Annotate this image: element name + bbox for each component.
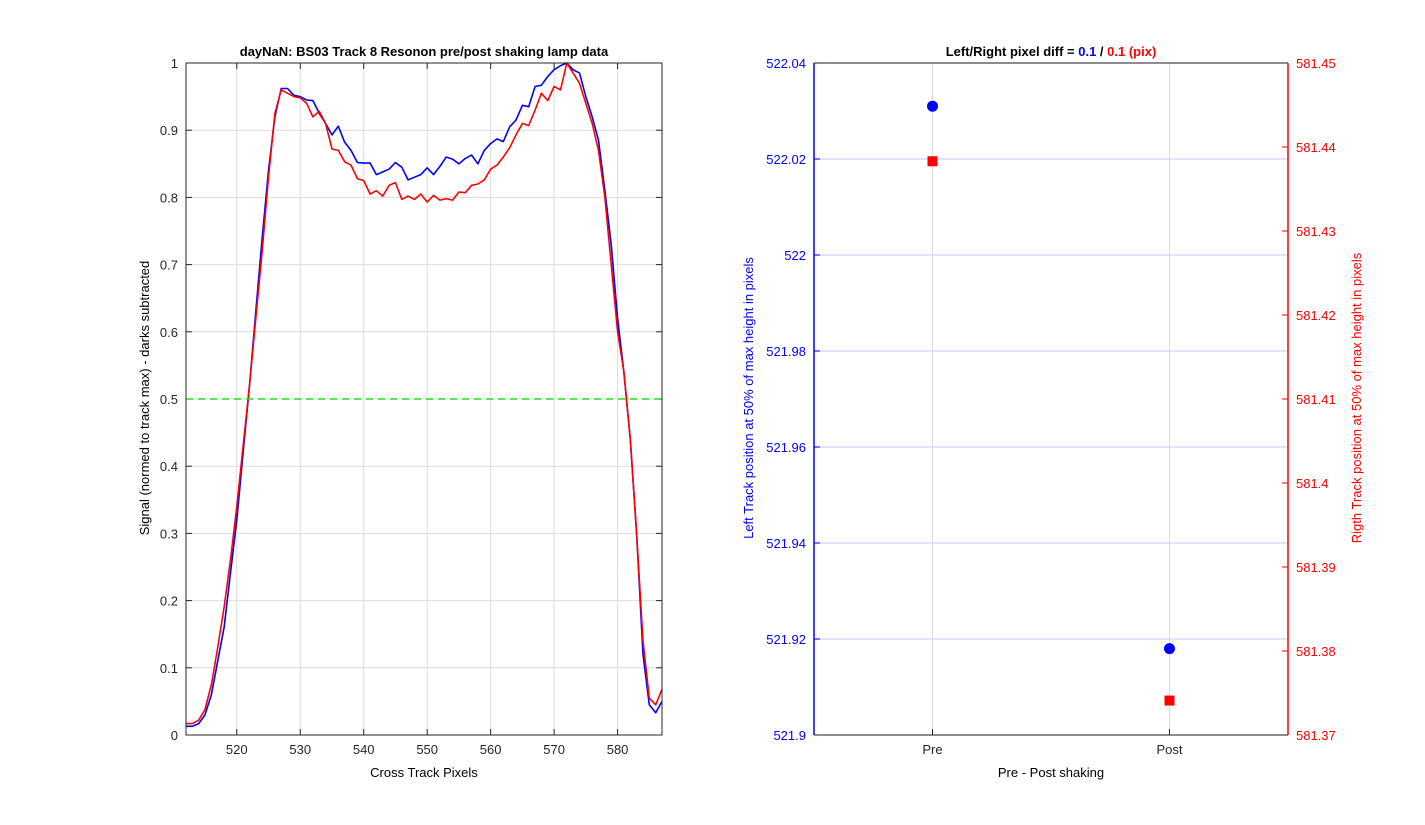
title-separator: /: [1096, 44, 1107, 59]
profile-chart: dayNaN: BS03 Track 8 Resonon pre/post sh…: [137, 44, 663, 780]
series-line-pre: [186, 62, 663, 728]
series-line-post: [186, 62, 663, 725]
y-left-tick-label: 522: [784, 248, 806, 263]
y-right-tick-label: 581.45: [1296, 56, 1336, 71]
y-tick-label: 0.2: [160, 594, 178, 609]
title-unit: (pix): [1125, 44, 1156, 59]
y-tick-label: 0.3: [160, 526, 178, 541]
right-point: [1164, 695, 1175, 706]
position-chart-ylabel-right: Rigth Track position at 50% of max heigh…: [1349, 252, 1364, 543]
profile-chart-grid: [186, 62, 662, 736]
y-left-tick-label: 521.94: [766, 536, 806, 551]
y-left-tick-label: 522.02: [766, 152, 806, 167]
title-right-diff: 0.1: [1107, 44, 1125, 59]
y-left-tick-label: 521.92: [766, 632, 806, 647]
y-left-tick-label: 521.9: [773, 728, 806, 743]
y-right-tick-label: 581.39: [1296, 560, 1336, 575]
y-tick-label: 0: [171, 728, 178, 743]
y-tick-label: 0.6: [160, 325, 178, 340]
y-tick-label: 0.4: [160, 459, 178, 474]
y-tick-label: 0.9: [160, 123, 178, 138]
profile-chart-title: dayNaN: BS03 Track 8 Resonon pre/post sh…: [240, 44, 609, 59]
y-tick-label: 0.7: [160, 258, 178, 273]
profile-chart-xlabel: Cross Track Pixels: [370, 765, 478, 780]
title-left-diff: 0.1: [1078, 44, 1096, 59]
position-chart-xlabel: Pre - Post shaking: [998, 765, 1104, 780]
x-tick-label: 550: [416, 742, 438, 757]
y-tick-label: 0.8: [160, 190, 178, 205]
x-tick-label: 520: [226, 742, 248, 757]
y-left-tick-label: 522.04: [766, 56, 806, 71]
y-right-tick-label: 581.4: [1296, 476, 1329, 491]
profile-chart-frame: [185, 62, 663, 736]
x-category-label: Post: [1156, 742, 1182, 757]
y-tick-label: 1: [171, 56, 178, 71]
position-chart-grid: [814, 62, 1288, 736]
position-chart: Left/Right pixel diff = 0.1 / 0.1 (pix) …: [741, 44, 1364, 780]
title-prefix: Left/Right pixel diff =: [946, 44, 1079, 59]
x-tick-label: 570: [543, 742, 565, 757]
y-right-tick-label: 581.44: [1296, 140, 1336, 155]
position-chart-ylabel-left: Left Track position at 50% of max height…: [741, 257, 756, 539]
y-right-tick-label: 581.37: [1296, 728, 1336, 743]
y-right-tick-label: 581.42: [1296, 308, 1336, 323]
x-tick-label: 560: [480, 742, 502, 757]
y-left-tick-label: 521.96: [766, 440, 806, 455]
left-point: [927, 100, 938, 112]
y-right-tick-label: 581.41: [1296, 392, 1336, 407]
position-chart-title: Left/Right pixel diff = 0.1 / 0.1 (pix): [946, 44, 1157, 59]
y-right-tick-label: 581.43: [1296, 224, 1336, 239]
left-point: [1164, 643, 1175, 655]
y-tick-label: 0.1: [160, 661, 178, 676]
x-tick-label: 530: [289, 742, 311, 757]
x-category-label: Pre: [922, 742, 942, 757]
profile-chart-ylabel: Signal (normed to track max) - darks sub…: [137, 261, 152, 536]
right-point: [927, 156, 938, 167]
x-tick-label: 540: [353, 742, 375, 757]
x-tick-label: 580: [607, 742, 629, 757]
y-left-tick-label: 521.98: [766, 344, 806, 359]
y-right-tick-label: 581.38: [1296, 644, 1336, 659]
y-tick-label: 0.5: [160, 392, 178, 407]
